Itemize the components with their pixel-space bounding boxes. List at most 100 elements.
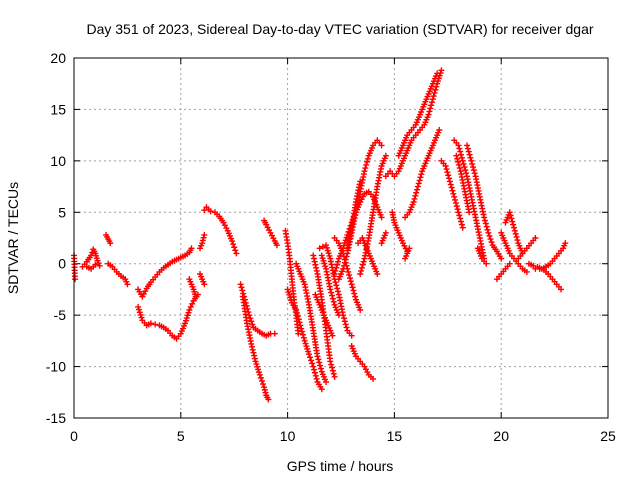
data-point	[464, 145, 471, 152]
data-point	[451, 193, 458, 200]
data-point	[330, 370, 337, 377]
axis-ticks: 0 5 10 15 20 25 -15 -10 -5 0 5 10 15 20	[46, 50, 616, 444]
data-point	[239, 287, 246, 294]
data-point	[332, 279, 339, 286]
data-point	[362, 165, 369, 172]
data-point	[313, 264, 320, 271]
data-point	[460, 160, 467, 167]
data-point	[340, 265, 347, 272]
data-point	[454, 206, 461, 213]
data-point	[297, 322, 304, 329]
data-point	[444, 169, 451, 176]
data-point	[107, 240, 114, 247]
data-point	[462, 167, 469, 174]
data-point	[442, 163, 449, 169]
data-point	[360, 258, 367, 265]
data-point	[250, 349, 257, 356]
data-point	[201, 281, 208, 288]
data-point	[511, 227, 518, 234]
data-point	[201, 231, 208, 238]
data-point	[471, 170, 478, 177]
data-point	[256, 371, 263, 378]
data-point	[464, 142, 471, 149]
data-point	[188, 245, 195, 252]
data-point	[485, 229, 492, 236]
data-point	[305, 351, 312, 358]
data-point	[465, 148, 472, 155]
data-point	[359, 261, 366, 268]
data-point	[261, 384, 268, 391]
data-point	[340, 262, 347, 269]
data-point	[92, 261, 99, 268]
data-point	[249, 346, 256, 353]
data-point	[294, 313, 301, 320]
data-point	[470, 164, 477, 171]
data-point	[229, 238, 236, 245]
data-point	[469, 160, 476, 167]
data-point	[506, 209, 513, 216]
y-tick-label: 0	[58, 256, 66, 272]
data-point	[260, 381, 267, 388]
data-point	[72, 276, 79, 283]
data-point	[249, 321, 256, 328]
data-point	[342, 256, 349, 263]
data-point	[199, 240, 206, 247]
data-point	[411, 195, 418, 202]
data-point	[481, 214, 488, 221]
data-point	[271, 330, 278, 337]
data-point	[466, 209, 473, 216]
grid-lines	[74, 58, 608, 418]
data-point	[481, 217, 488, 224]
data-point	[456, 165, 463, 172]
data-point	[456, 145, 463, 152]
data-point	[258, 377, 265, 384]
data-point	[201, 207, 208, 214]
data-point	[461, 164, 468, 171]
data-point	[329, 295, 336, 302]
data-point	[530, 262, 537, 269]
data-point	[265, 396, 272, 403]
data-point	[238, 284, 245, 291]
data-point	[313, 267, 320, 274]
data-point	[506, 260, 513, 267]
data-point	[319, 243, 326, 250]
data-point	[299, 328, 306, 335]
data-point	[200, 234, 207, 241]
data-point	[484, 226, 491, 233]
data-point	[453, 152, 460, 159]
data-point	[295, 316, 302, 323]
data-point	[333, 264, 340, 271]
data-point	[343, 253, 350, 260]
data-point	[486, 232, 493, 239]
data-point	[335, 258, 342, 265]
data-point	[523, 268, 530, 275]
data-point	[452, 200, 459, 207]
data-point	[314, 353, 321, 360]
data-point	[147, 320, 154, 327]
data-point	[447, 181, 454, 188]
data-point	[418, 171, 425, 178]
data-point	[457, 215, 464, 222]
x-tick-label: 5	[177, 428, 185, 444]
data-point	[328, 361, 335, 368]
data-point	[340, 315, 347, 322]
data-point	[445, 172, 452, 179]
data-point	[459, 157, 466, 164]
data-point	[449, 187, 456, 194]
data-point	[230, 241, 237, 248]
data-point	[318, 386, 325, 393]
data-point	[562, 240, 569, 247]
data-point	[370, 375, 377, 382]
data-point	[343, 324, 350, 331]
data-point	[414, 183, 421, 190]
data-point	[237, 281, 244, 288]
data-point	[512, 230, 519, 237]
data-point	[417, 174, 424, 181]
data-point	[374, 271, 381, 277]
data-point	[488, 239, 495, 246]
data-point	[410, 199, 417, 205]
data-point	[345, 268, 352, 275]
data-point	[348, 281, 355, 288]
data-point	[349, 284, 356, 291]
